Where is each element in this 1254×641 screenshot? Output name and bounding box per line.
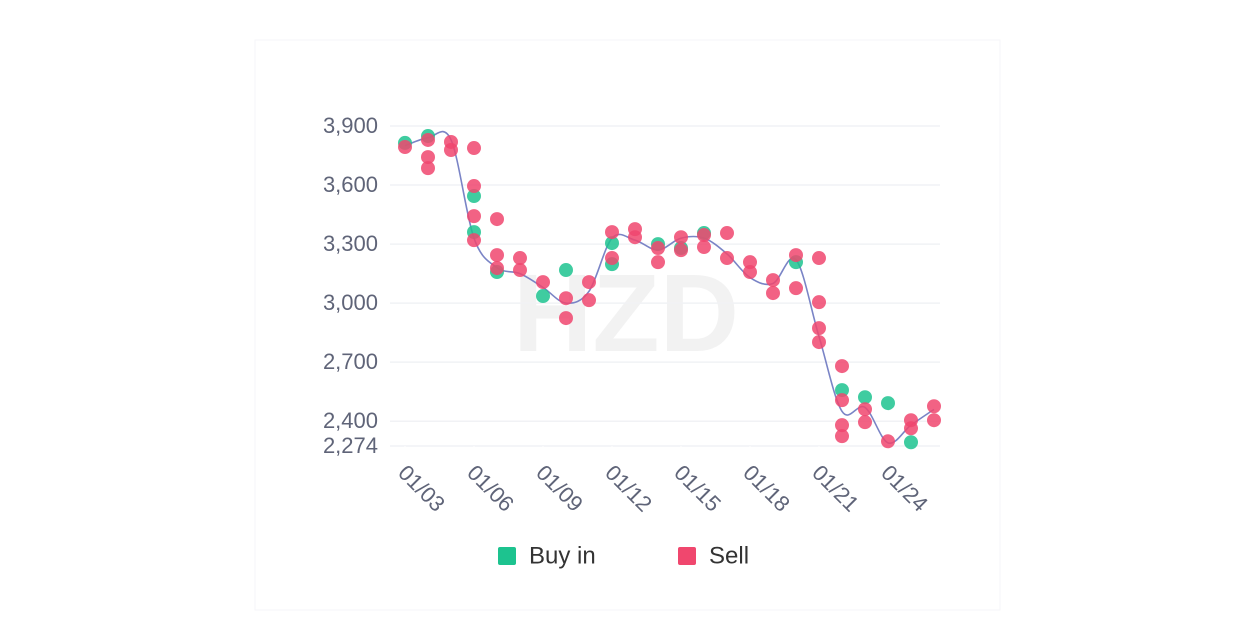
point [467, 189, 481, 204]
point [398, 140, 412, 155]
y-tick-label: 3,300 [323, 231, 378, 256]
chart-panel [254, 39, 1001, 611]
point [881, 396, 895, 411]
point [628, 230, 642, 245]
point [858, 415, 872, 430]
point [536, 275, 550, 290]
point [835, 359, 849, 374]
y-tick-label: 2,700 [323, 349, 378, 374]
point [766, 286, 780, 301]
point [444, 143, 458, 158]
point [421, 161, 435, 176]
point [467, 141, 481, 156]
point [743, 255, 757, 270]
point [467, 233, 481, 248]
watermark: HZD [513, 252, 739, 375]
point [490, 212, 504, 227]
point [674, 230, 688, 245]
trend-line [404, 130, 935, 444]
point [582, 293, 596, 308]
point [812, 251, 826, 266]
point [858, 402, 872, 417]
point [490, 248, 504, 263]
point [904, 421, 918, 436]
point [835, 383, 849, 398]
point [490, 261, 504, 276]
y-tick-label: 3,900 [323, 113, 378, 138]
point [467, 209, 481, 224]
legend-swatch [498, 547, 516, 565]
point [881, 434, 895, 449]
point [605, 236, 619, 251]
point [812, 335, 826, 350]
point [697, 228, 711, 243]
legend-label: Sell [709, 542, 749, 569]
point [789, 281, 803, 296]
point [421, 132, 435, 147]
y-tick-label: 3,600 [323, 172, 378, 197]
point [858, 390, 872, 405]
point [513, 251, 527, 266]
point [789, 248, 803, 263]
legend-swatch [678, 547, 696, 565]
y-tick-label: 3,000 [323, 290, 378, 315]
point [835, 418, 849, 433]
point [674, 243, 688, 258]
point [651, 255, 665, 270]
point [421, 150, 435, 165]
point [605, 225, 619, 240]
point [582, 275, 596, 290]
point [513, 263, 527, 278]
point [927, 399, 941, 414]
point [651, 241, 665, 256]
point [835, 393, 849, 408]
y-tick-label: 2,400 [323, 408, 378, 433]
point [536, 289, 550, 304]
y-tick-label: 2,274 [323, 433, 378, 458]
point [766, 273, 780, 288]
point [812, 295, 826, 310]
point [559, 291, 573, 306]
point [720, 226, 734, 241]
point [467, 179, 481, 194]
point [927, 413, 941, 428]
point [605, 251, 619, 266]
point [720, 251, 734, 266]
point [835, 429, 849, 444]
legend-label: Buy in [529, 542, 596, 569]
point [559, 263, 573, 278]
point [812, 321, 826, 336]
point [559, 311, 573, 326]
point [697, 240, 711, 255]
point [904, 435, 918, 450]
point [743, 265, 757, 280]
